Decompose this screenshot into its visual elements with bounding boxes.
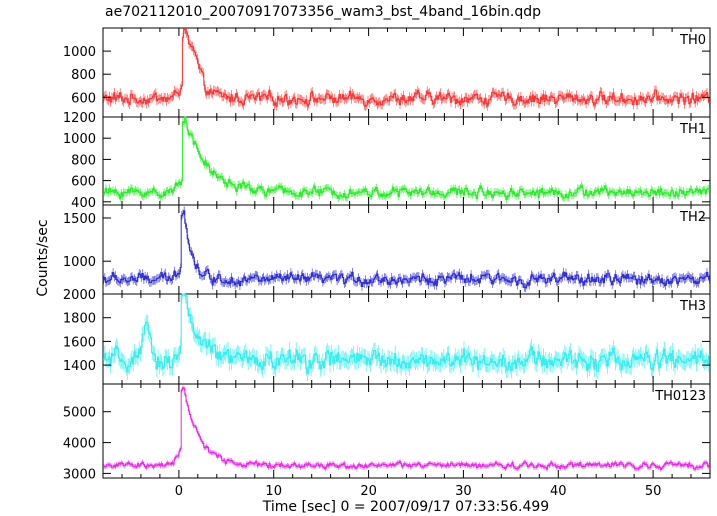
y-tick-label: 1600 [63, 335, 96, 350]
y-tick-label: 2000 [63, 288, 96, 303]
y-tick-label: 4000 [63, 437, 96, 452]
y-tick-label: 800 [71, 153, 96, 168]
panel-stack: 6008001000TH040060080010001200TH11000150… [63, 27, 711, 499]
panel-label-th0: TH0 [679, 33, 706, 48]
y-tick-label: 600 [71, 175, 96, 190]
y-tick-label: 1200 [63, 111, 96, 126]
panel-th3: 1400 1600 1800 2000 TH3 [63, 288, 711, 385]
x-tick-label: 40 [550, 484, 567, 499]
y-tick-label: 5000 [63, 406, 96, 421]
panel-label-th3: TH3 [679, 299, 706, 314]
x-tick-label: 30 [455, 484, 472, 499]
x-tick-label: 10 [265, 484, 282, 499]
y-tick-label: 3000 [63, 467, 96, 482]
series-line-th0123 [103, 387, 710, 470]
x-tick-label: 20 [360, 484, 377, 499]
x-tick-label: 0 [175, 484, 183, 499]
series-line-th1 [103, 116, 710, 200]
y-tick-label: 600 [71, 91, 96, 106]
panel-label-th0123: TH0123 [654, 389, 706, 404]
y-tick-label: 1500 [63, 212, 96, 227]
series-line-th0 [103, 28, 710, 107]
y-axis-label: Counts/sec [35, 219, 51, 296]
y-tick-label: 1000 [63, 255, 96, 270]
chart-title: ae702112010_20070917073356_wam3_bst_4ban… [105, 4, 541, 20]
series-line-th3 [103, 293, 710, 374]
y-tick-label: 1800 [63, 312, 96, 327]
x-axis-label: Time [sec] 0 = 2007/09/17 07:33:56.499 [262, 499, 549, 515]
y-tick-label: 800 [71, 68, 96, 83]
series-line-th2 [103, 210, 710, 289]
panel-label-th1: TH1 [679, 122, 706, 137]
y-tick-label: 400 [71, 196, 96, 211]
panel-label-th2: TH2 [679, 210, 706, 225]
x-tick-label: 50 [645, 484, 662, 499]
y-tick-label: 1000 [63, 45, 96, 60]
y-tick-label: 1000 [63, 132, 96, 147]
panel-th0123: 3000 4000 5000 TH0123 [63, 383, 711, 482]
panel-th1: 400 600 800 1000 1200 TH1 [63, 111, 711, 211]
y-tick-label: 1400 [63, 359, 96, 374]
